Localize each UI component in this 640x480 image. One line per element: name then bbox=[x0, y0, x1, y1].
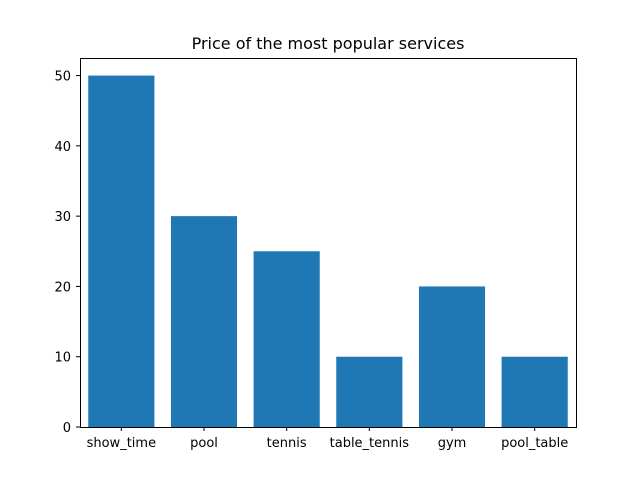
bar-table_tennis bbox=[336, 356, 403, 427]
x-tick-label: gym bbox=[438, 436, 467, 451]
y-tick-label: 50 bbox=[54, 70, 71, 85]
chart-title: Price of the most popular services bbox=[192, 34, 465, 53]
bar-pool bbox=[170, 216, 238, 427]
x-axis: show_time pool tennis table_tennis gym pool_t… bbox=[87, 427, 568, 451]
bar-tennis bbox=[253, 251, 320, 427]
bar-gym bbox=[418, 286, 486, 427]
y-tick-label: 30 bbox=[54, 210, 71, 225]
x-tick-label: table_tennis bbox=[330, 436, 410, 451]
bars-group bbox=[88, 75, 568, 428]
y-tick-label: 0 bbox=[63, 421, 71, 436]
y-axis: 0 10 20 30 40 50 bbox=[54, 70, 80, 436]
y-tick-label: 40 bbox=[54, 140, 71, 155]
plot-frame bbox=[80, 58, 577, 428]
bar-pool_table bbox=[501, 356, 568, 427]
x-tick-label: show_time bbox=[87, 436, 156, 451]
x-tick-label: tennis bbox=[267, 436, 307, 451]
bar-show_time bbox=[88, 75, 155, 428]
y-tick-label: 10 bbox=[54, 351, 71, 366]
x-tick-label: pool bbox=[190, 436, 218, 451]
y-tick-label: 20 bbox=[54, 280, 71, 295]
x-tick-label: pool_table bbox=[501, 436, 568, 451]
